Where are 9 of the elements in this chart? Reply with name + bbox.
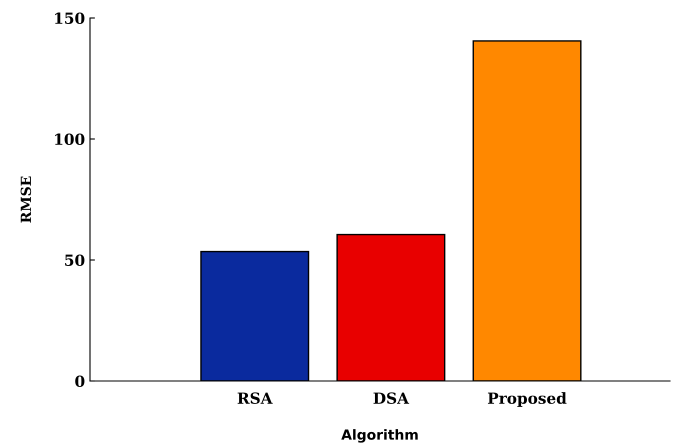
y-tick-label: 100 — [55, 133, 84, 146]
y-tick-label: 0 — [75, 375, 84, 388]
x-tick-label: Proposed — [488, 392, 566, 407]
x-axis-title: Algorithm — [341, 429, 418, 443]
y-tick-label: 150 — [55, 12, 84, 24]
y-tick-label: 50 — [65, 254, 84, 266]
y-axis-title: RMSE — [20, 176, 32, 223]
x-tick-label: RSA — [238, 392, 273, 404]
x-tick-label: DSA — [374, 392, 410, 404]
